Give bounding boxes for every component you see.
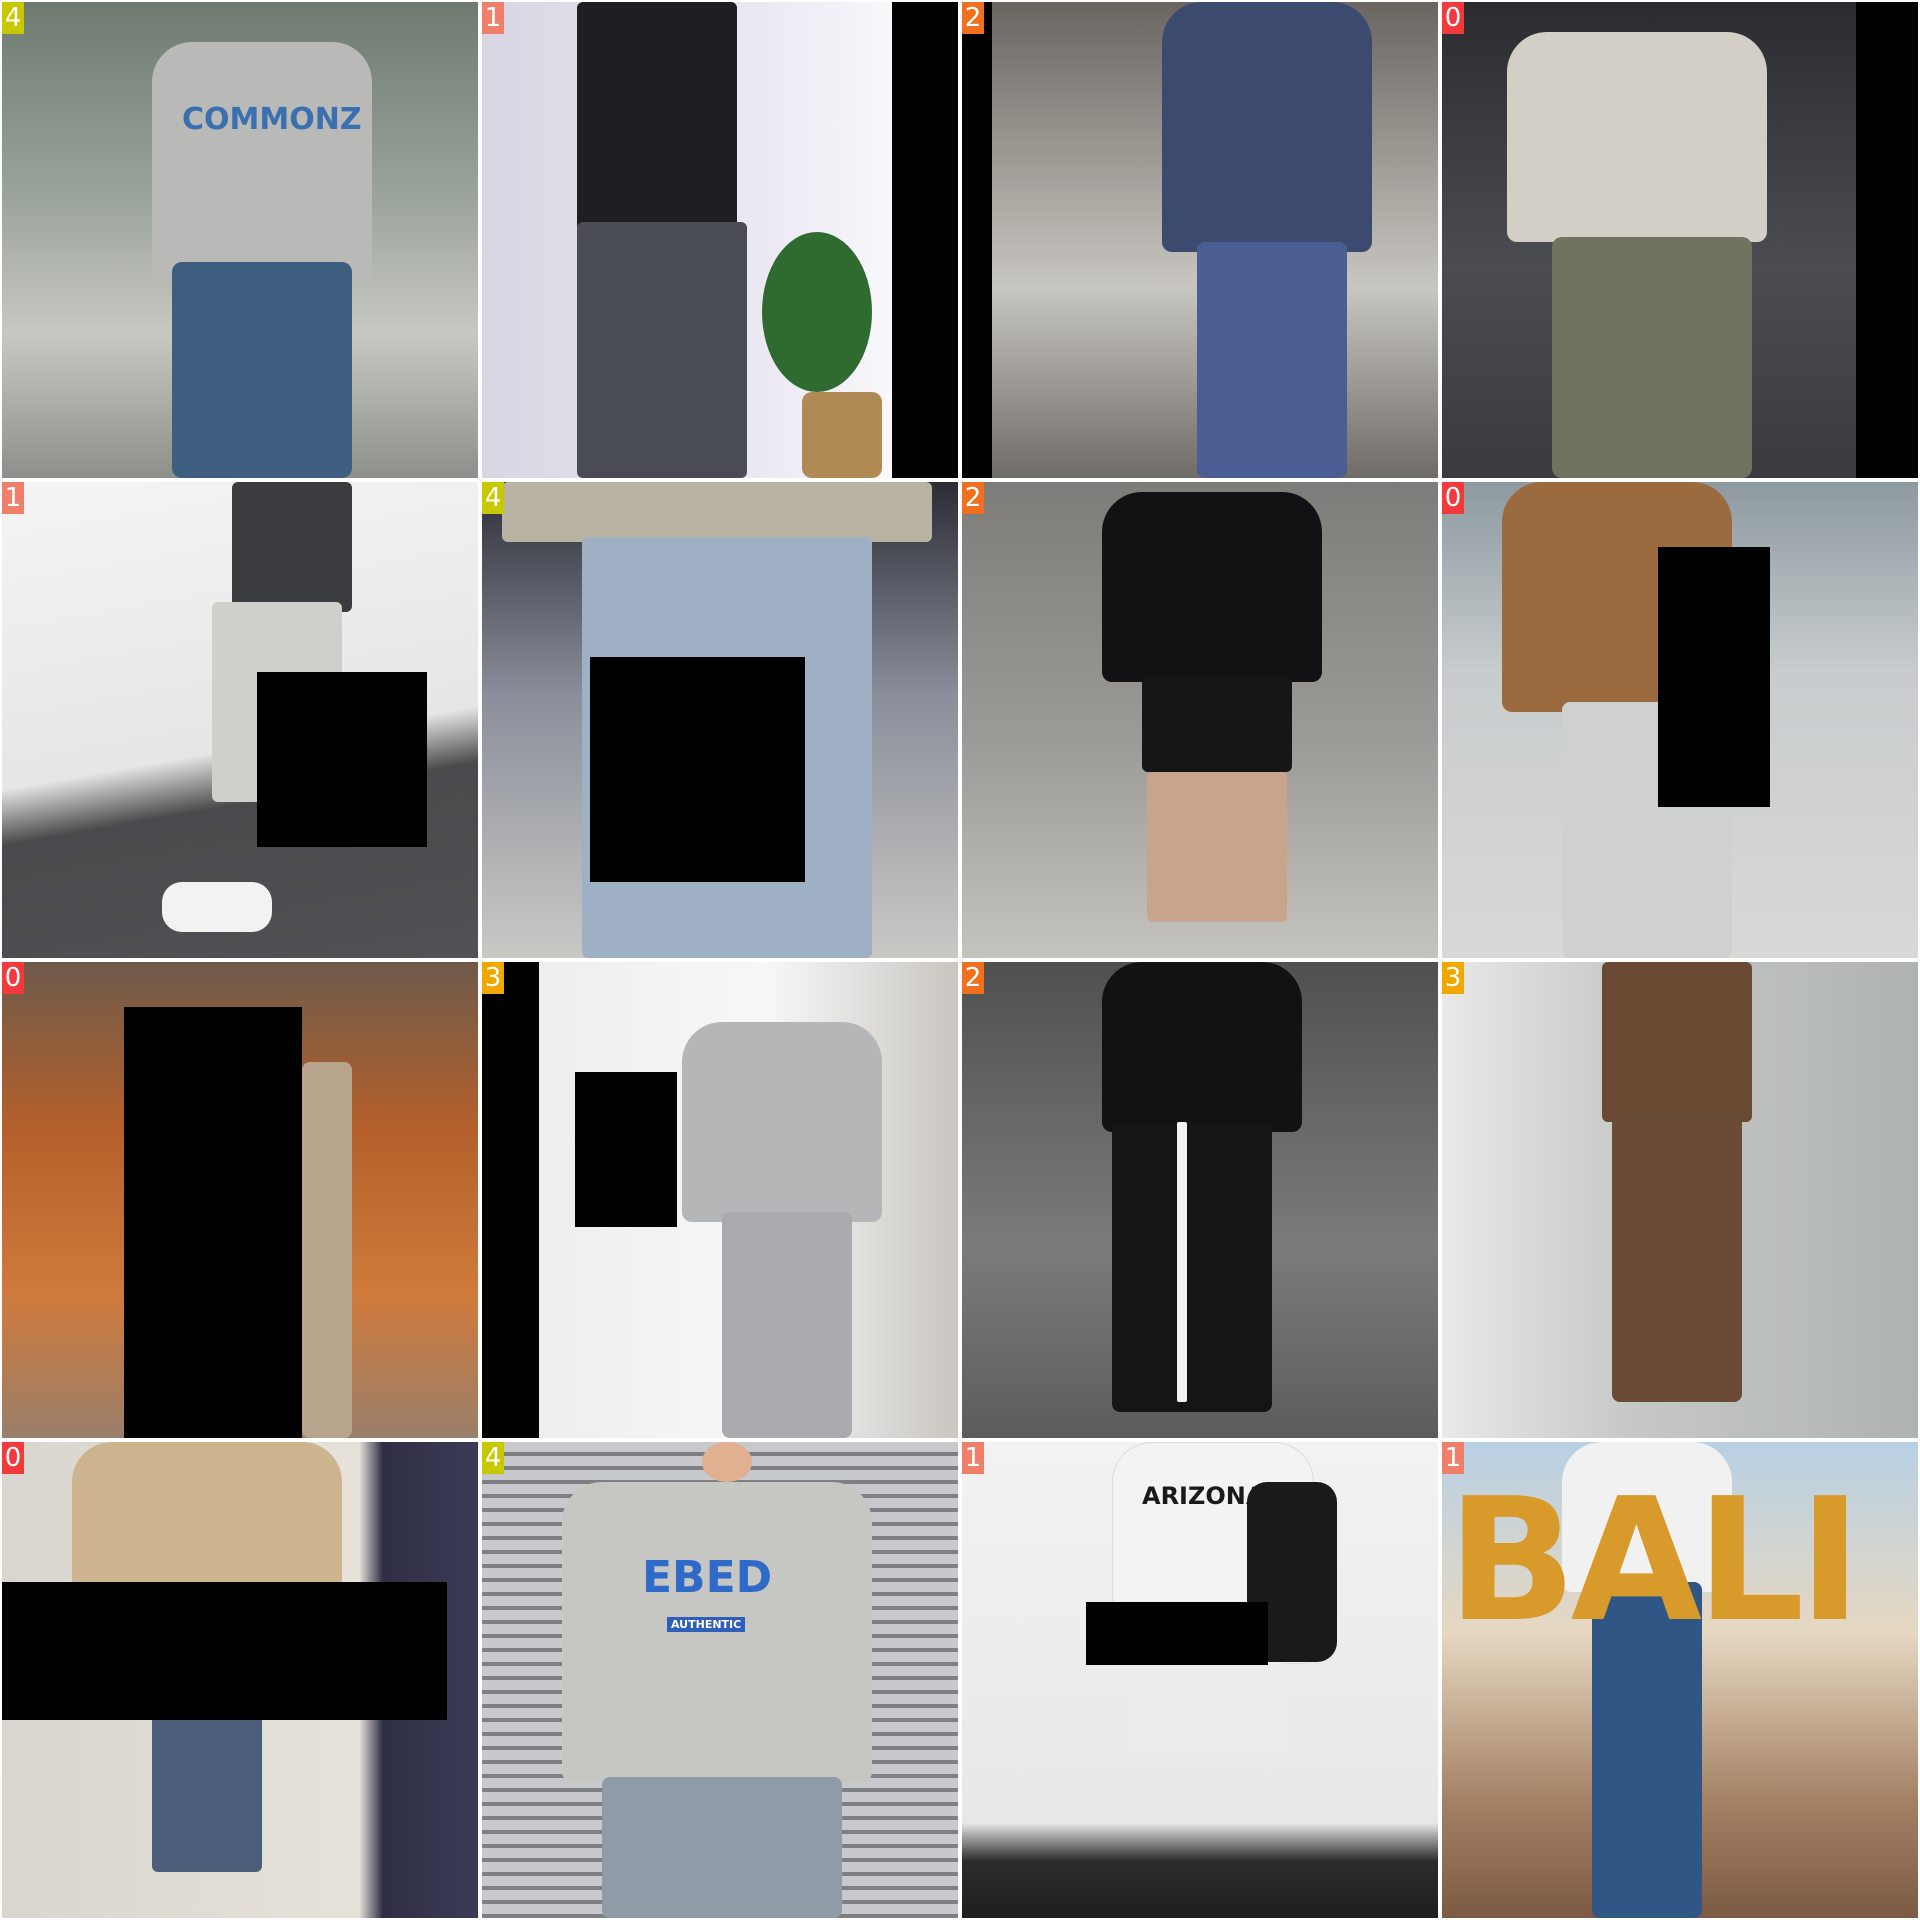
- person-figure: [72, 1442, 342, 1592]
- grid-tile[interactable]: 0: [2, 962, 478, 1438]
- grid-tile[interactable]: ARIZONA 1: [962, 1442, 1438, 1918]
- mask-box: [892, 2, 958, 478]
- label-badge: 2: [962, 2, 984, 34]
- person-figure: [302, 1062, 352, 1438]
- label-badge: 4: [482, 1442, 504, 1474]
- mask-box: [124, 1007, 302, 1438]
- mask-box: [590, 657, 805, 882]
- grid-tile[interactable]: 0: [1442, 2, 1918, 478]
- shirt-print-text: EBED: [642, 1552, 773, 1603]
- shirt-print-text: ARIZONA: [1142, 1482, 1265, 1510]
- person-figure: [1562, 1442, 1732, 1592]
- grid-tile[interactable]: 3: [1442, 962, 1918, 1438]
- person-figure: [1592, 1582, 1702, 1918]
- label-badge: 1: [1442, 1442, 1464, 1474]
- legs-figure: [1147, 772, 1287, 922]
- person-figure: [172, 262, 352, 478]
- person-figure: [722, 1212, 852, 1438]
- person-figure: [1142, 677, 1292, 772]
- grid-tile[interactable]: EBED AUTHENTIC 4: [482, 1442, 958, 1918]
- label-badge: 0: [1442, 482, 1464, 514]
- mask-box: [257, 672, 427, 847]
- person-figure: [152, 1712, 262, 1872]
- label-badge: 3: [482, 962, 504, 994]
- grid-tile[interactable]: 0: [2, 1442, 478, 1918]
- label-badge: 0: [2, 1442, 24, 1474]
- grid-tile[interactable]: 2: [962, 962, 1438, 1438]
- grid-tile[interactable]: COMMONZ 4: [2, 2, 478, 478]
- grid-tile[interactable]: 1: [2, 482, 478, 958]
- label-badge: 2: [962, 482, 984, 514]
- mask-box: [2, 1582, 447, 1720]
- grid-tile[interactable]: 2: [962, 2, 1438, 478]
- grid-tile[interactable]: BALI 1: [1442, 1442, 1918, 1918]
- grid-tile[interactable]: 0: [1442, 482, 1918, 958]
- person-figure: [682, 1022, 882, 1222]
- person-figure: [1162, 2, 1372, 252]
- shirt-print-text: COMMONZ: [182, 102, 362, 137]
- head-figure: [702, 1442, 752, 1482]
- shirt-print-subtext: AUTHENTIC: [667, 1617, 746, 1632]
- person-figure: [1127, 1662, 1287, 1752]
- label-badge: 3: [1442, 962, 1464, 994]
- person-figure: [232, 482, 352, 612]
- person-figure: [562, 1482, 872, 1782]
- person-figure: [152, 42, 372, 282]
- label-badge: 1: [482, 2, 504, 34]
- shoe-figure: [162, 882, 272, 932]
- sign-text: BALI: [1447, 1462, 1862, 1660]
- person-figure: [1112, 1122, 1272, 1412]
- mask-box: [1658, 547, 1770, 807]
- label-badge: 1: [962, 1442, 984, 1474]
- person-figure: [1197, 242, 1347, 478]
- label-badge: 0: [1442, 2, 1464, 34]
- person-figure: [1102, 492, 1322, 682]
- grid-tile[interactable]: 2: [962, 482, 1438, 958]
- mask-box: [1086, 1602, 1268, 1665]
- label-badge: 0: [2, 962, 24, 994]
- person-figure: [1507, 32, 1767, 242]
- label-badge: 4: [482, 482, 504, 514]
- mask-box: [1856, 2, 1918, 478]
- label-badge: 4: [2, 2, 24, 34]
- person-figure: [1552, 237, 1752, 478]
- plant-figure: [762, 232, 872, 392]
- grid-tile[interactable]: 1: [482, 2, 958, 478]
- grid-tile[interactable]: 4: [482, 482, 958, 958]
- person-figure: [1102, 962, 1302, 1132]
- mask-box: [962, 2, 992, 478]
- person-figure: [577, 222, 747, 478]
- person-figure: [577, 2, 737, 232]
- basket-figure: [802, 392, 882, 478]
- person-figure: [1602, 962, 1752, 1122]
- mask-box: [575, 1072, 677, 1227]
- person-figure: [602, 1777, 842, 1918]
- person-figure: [502, 482, 932, 542]
- person-figure: [1612, 1112, 1742, 1402]
- grid-tile[interactable]: 3: [482, 962, 958, 1438]
- stripe-figure: [1177, 1122, 1187, 1402]
- label-badge: 1: [2, 482, 24, 514]
- label-badge: 2: [962, 962, 984, 994]
